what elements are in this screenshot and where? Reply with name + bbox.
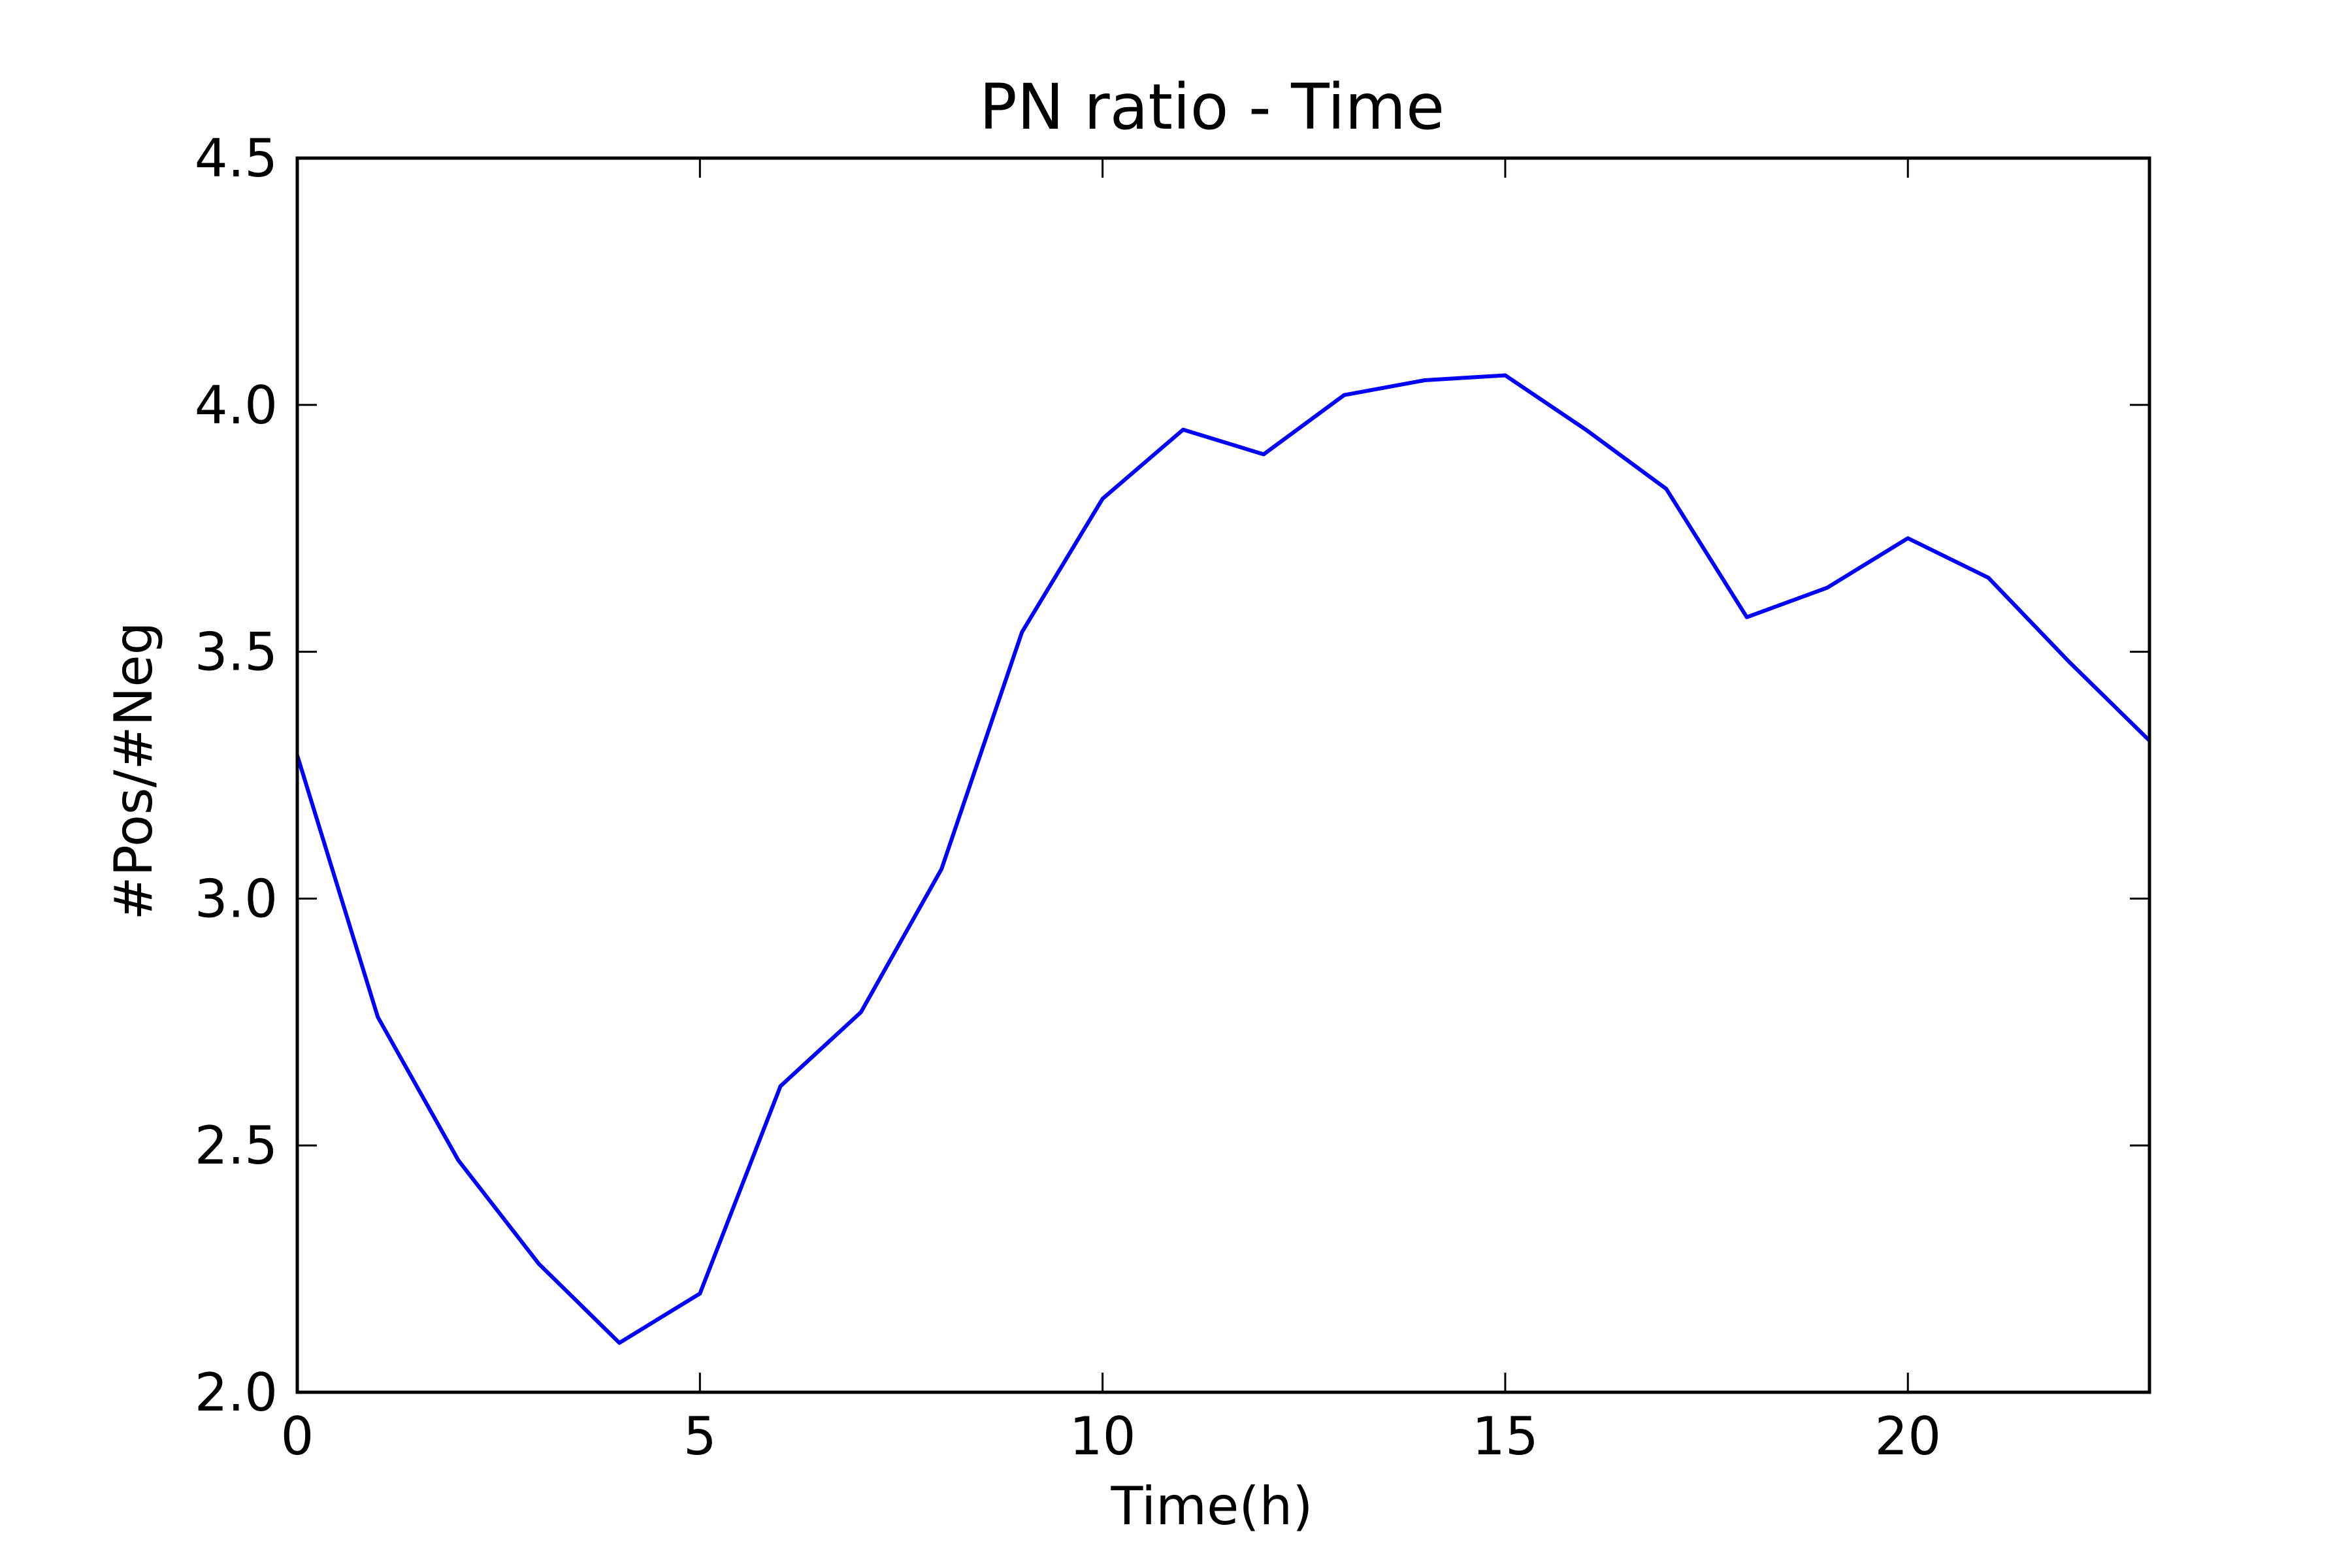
y-tick-label: 3.0 (195, 868, 278, 929)
y-tick-label: 4.0 (195, 375, 278, 436)
x-axis-label: Time(h) (1111, 1476, 1313, 1537)
chart-title: PN ratio - Time (979, 71, 1445, 144)
plot-frame (295, 156, 2151, 1394)
x-tick-label: 10 (1070, 1406, 1136, 1467)
x-tick-label: 0 (281, 1406, 314, 1467)
y-axis-label: #Pos/#Neg (103, 622, 164, 921)
y-tick-label: 2.5 (195, 1115, 278, 1176)
series-line (295, 373, 2151, 1345)
y-tick-label: 3.5 (195, 622, 278, 683)
plot-area: 0 5 10 15 20 2.0 2.5 3.0 3.5 4.0 4.5 (195, 128, 2151, 1467)
x-tick-label: 5 (683, 1406, 717, 1467)
x-tick-label: 15 (1472, 1406, 1539, 1467)
x-tick-label: 20 (1874, 1406, 1941, 1467)
y-tick-label: 2.0 (195, 1362, 278, 1423)
y-tick-label: 4.5 (195, 128, 278, 189)
